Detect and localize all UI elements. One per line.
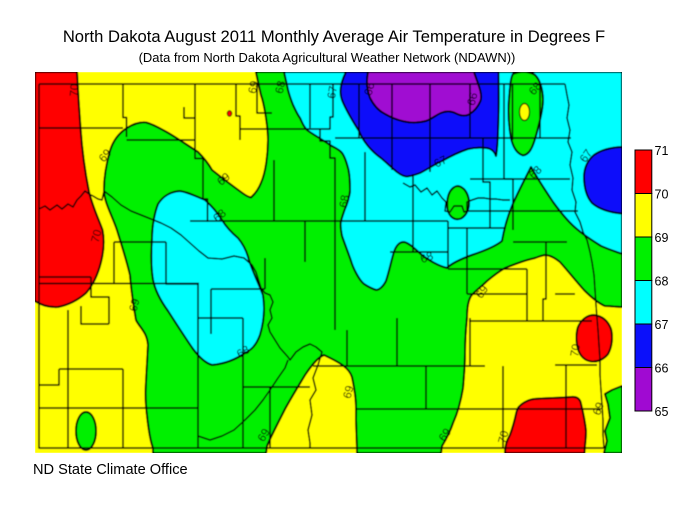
svg-text:70: 70 [68, 83, 81, 97]
svg-text:68: 68 [655, 275, 669, 289]
svg-text:70: 70 [497, 429, 512, 444]
svg-text:65: 65 [655, 405, 669, 419]
svg-text:66: 66 [466, 91, 481, 106]
svg-text:70: 70 [655, 188, 669, 202]
svg-text:67: 67 [326, 85, 340, 100]
svg-text:69: 69 [247, 80, 261, 95]
svg-text:70: 70 [569, 343, 583, 358]
svg-text:68: 68 [235, 344, 252, 361]
svg-text:67: 67 [655, 318, 669, 332]
svg-text:69: 69 [655, 231, 669, 245]
svg-text:71: 71 [655, 144, 669, 158]
svg-text:69: 69 [256, 427, 273, 444]
svg-text:66: 66 [363, 81, 378, 96]
svg-text:68: 68 [419, 250, 435, 266]
svg-text:70: 70 [90, 228, 105, 243]
svg-text:68: 68 [338, 194, 352, 209]
svg-text:68: 68 [274, 80, 288, 95]
svg-text:69: 69 [342, 384, 357, 399]
svg-text:69: 69 [128, 297, 143, 312]
svg-text:69: 69 [591, 401, 607, 417]
svg-text:66: 66 [655, 362, 669, 376]
svg-text:67: 67 [432, 154, 449, 170]
